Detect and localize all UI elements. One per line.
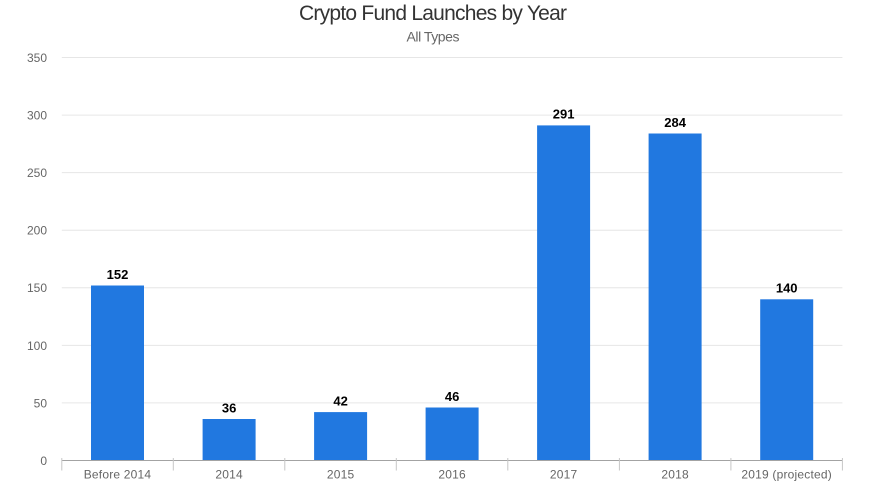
svg-text:50: 50: [34, 396, 48, 410]
svg-text:100: 100: [27, 339, 47, 353]
svg-text:0: 0: [40, 454, 47, 468]
svg-text:2019 (projected): 2019 (projected): [741, 468, 832, 482]
svg-text:140: 140: [776, 281, 798, 296]
svg-text:46: 46: [445, 389, 459, 404]
svg-text:42: 42: [333, 393, 347, 408]
svg-text:291: 291: [553, 107, 575, 122]
svg-text:2017: 2017: [550, 468, 578, 482]
svg-text:200: 200: [27, 224, 47, 238]
svg-text:150: 150: [27, 281, 47, 295]
svg-text:All Types: All Types: [407, 29, 460, 45]
svg-text:250: 250: [27, 166, 47, 180]
svg-text:2015: 2015: [327, 468, 355, 482]
svg-text:36: 36: [222, 400, 236, 415]
svg-text:152: 152: [107, 267, 129, 282]
svg-text:2014: 2014: [215, 468, 243, 482]
svg-text:300: 300: [27, 109, 47, 123]
svg-text:350: 350: [27, 51, 47, 65]
svg-text:2018: 2018: [661, 468, 689, 482]
svg-text:Crypto Fund Launches by Year: Crypto Fund Launches by Year: [299, 2, 567, 25]
svg-text:Before 2014: Before 2014: [84, 468, 152, 482]
svg-text:2016: 2016: [438, 468, 466, 482]
svg-text:284: 284: [664, 115, 686, 130]
